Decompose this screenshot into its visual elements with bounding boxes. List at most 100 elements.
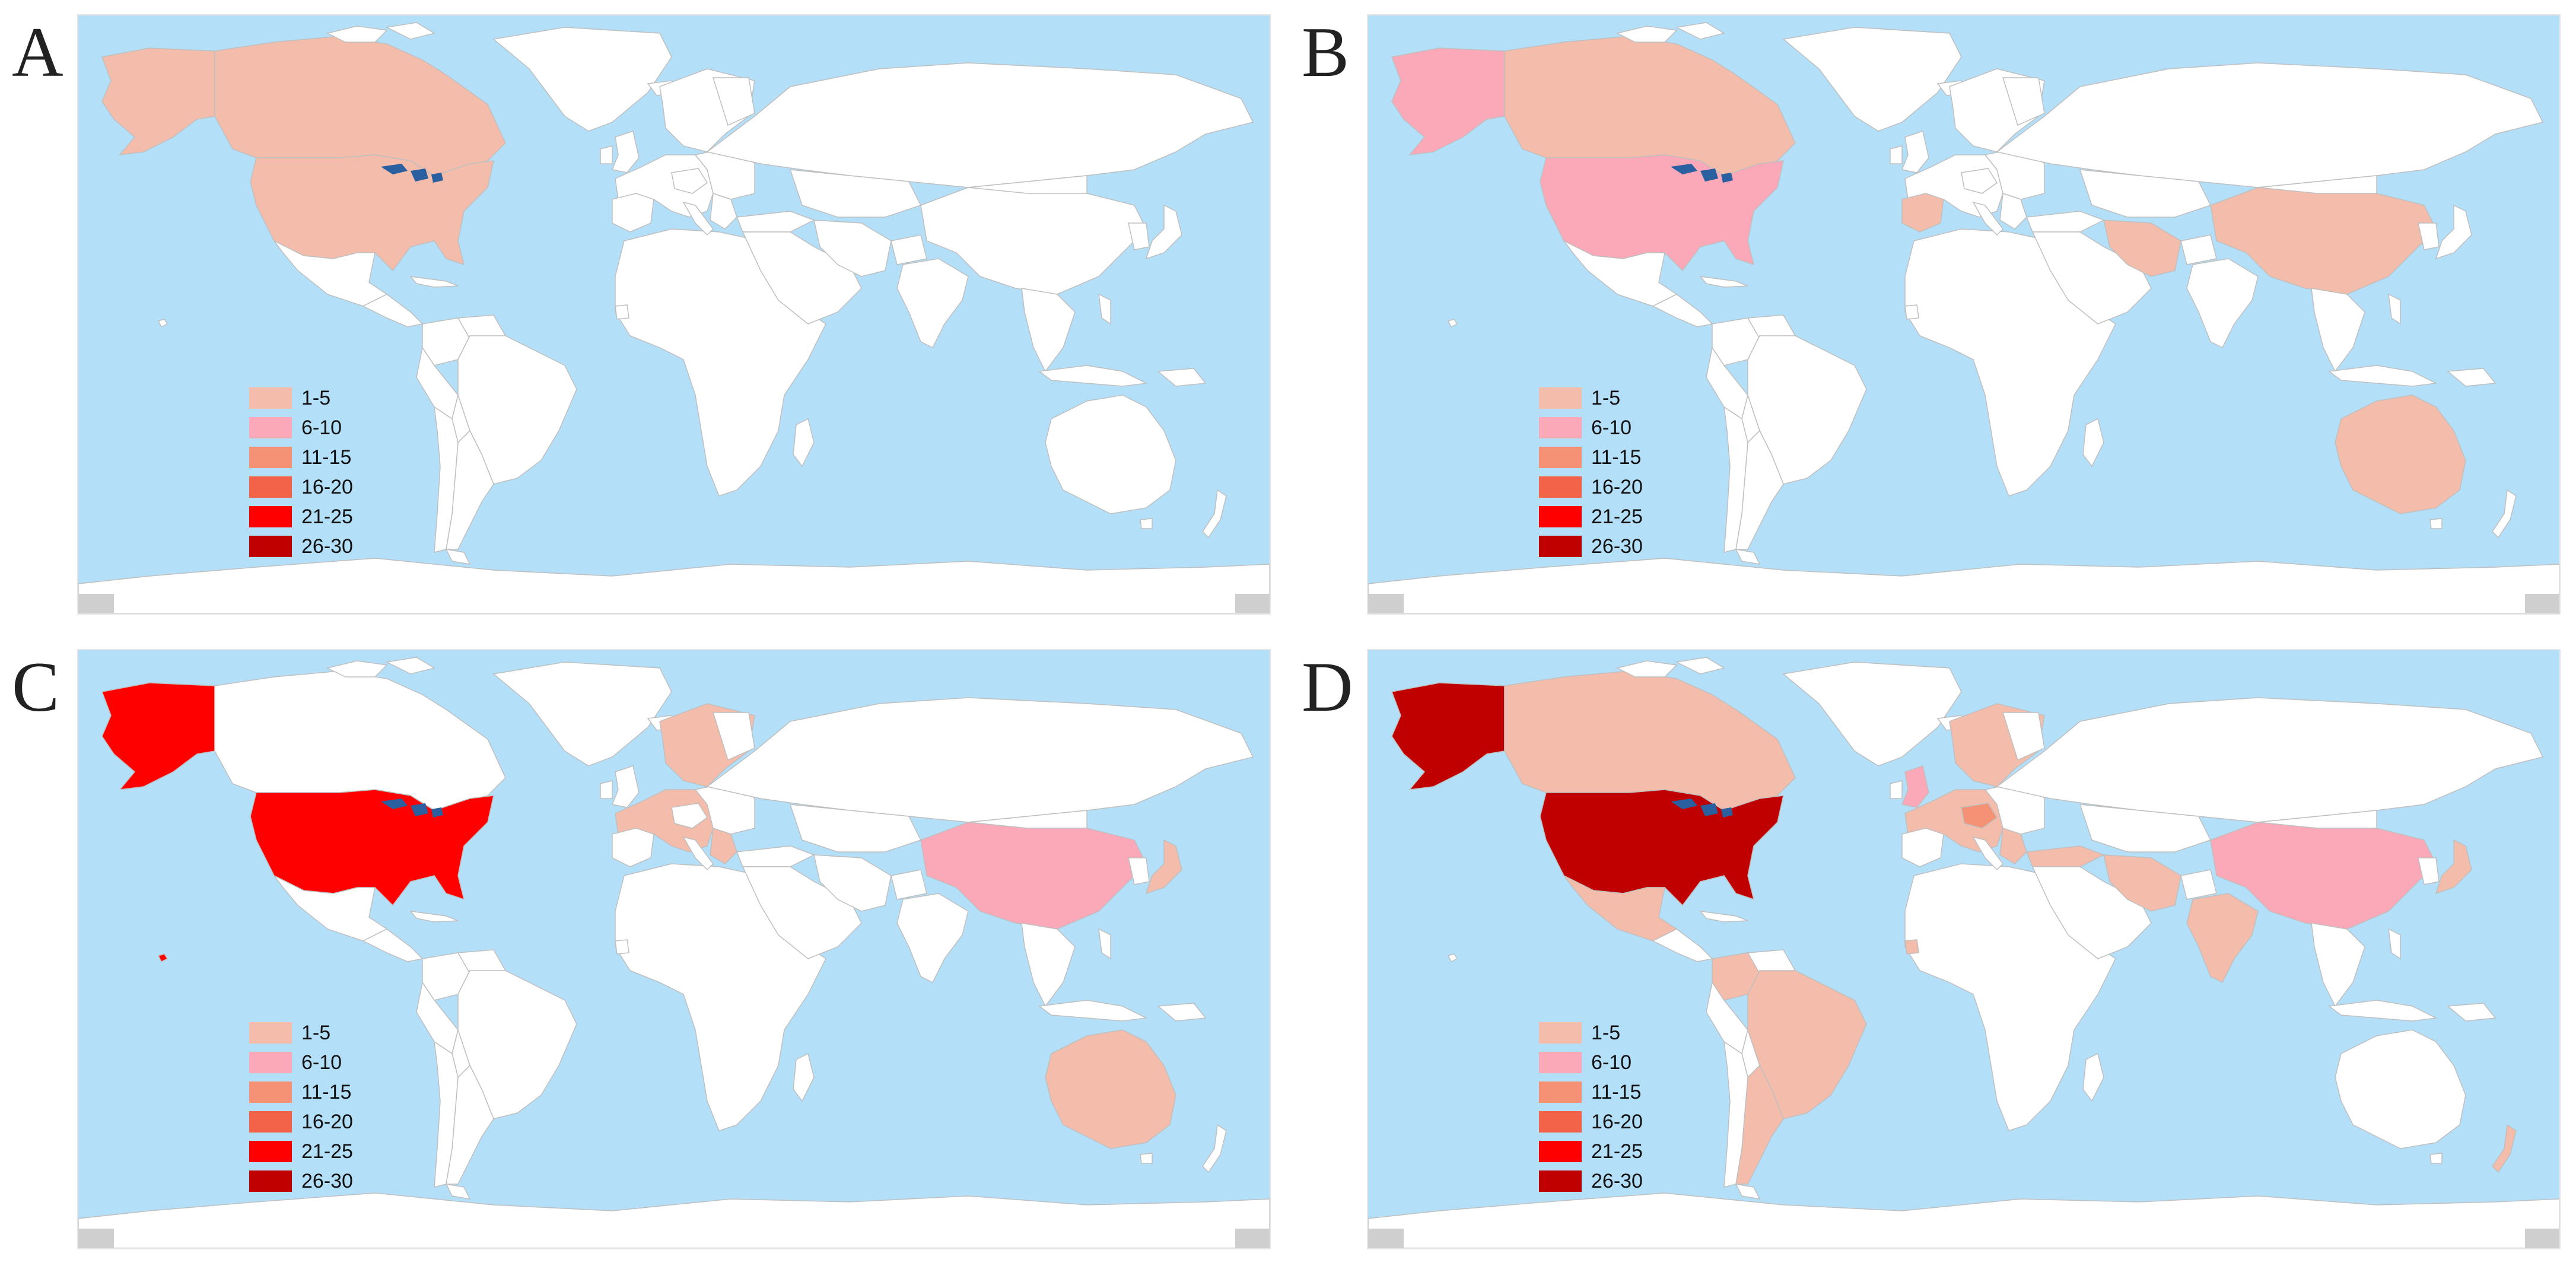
region-hawaii <box>1447 953 1458 963</box>
legend-label: 6-10 <box>1591 1051 1632 1074</box>
region-kazakhstan <box>2079 169 2212 218</box>
legend-label: 21-25 <box>301 1140 353 1163</box>
legend-swatch <box>1539 1081 1582 1103</box>
region-madagascar <box>2082 1052 2104 1102</box>
legend-label: 6-10 <box>301 416 342 439</box>
legend-swatch <box>249 476 292 498</box>
legend-item: 26-30 <box>1539 1166 1643 1196</box>
legend-item: 11-15 <box>249 1077 353 1107</box>
region-afghanistan <box>891 869 927 900</box>
region-greenland <box>492 661 672 766</box>
region-canada-isl <box>326 22 435 43</box>
legend-item: 1-5 <box>249 1018 353 1048</box>
region-madagascar <box>793 1052 815 1102</box>
legend-swatch <box>249 506 292 527</box>
legend-swatch <box>1539 447 1582 468</box>
legend-item: 11-15 <box>1539 443 1643 472</box>
region-mongolia <box>968 810 1087 829</box>
legend-item: 6-10 <box>1539 413 1643 443</box>
legend-swatch <box>249 1170 292 1192</box>
region-senegal <box>1904 304 1919 320</box>
region-australia <box>1045 1029 1176 1149</box>
region-canada-isl <box>1615 657 1725 677</box>
region-afghanistan <box>2180 234 2217 265</box>
legend-swatch <box>1539 1141 1582 1162</box>
region-senegal <box>615 304 629 320</box>
region-central-europe <box>1961 168 1998 194</box>
legend-item: 16-20 <box>1539 1107 1643 1137</box>
legend-label: 26-30 <box>301 535 353 558</box>
legend-label: 26-30 <box>1591 535 1643 558</box>
region-greenland <box>1782 661 1962 766</box>
region-middle-east <box>742 231 862 325</box>
region-korea <box>2418 857 2440 885</box>
region-hawaii <box>157 953 168 963</box>
legend-label: 1-5 <box>1591 1021 1621 1044</box>
region-finland <box>2002 712 2045 761</box>
region-balkans <box>710 827 737 864</box>
legend-swatch <box>249 447 292 468</box>
legend-item: 11-15 <box>249 443 353 472</box>
legend-label: 1-5 <box>301 386 331 409</box>
legend-b: 1-5 6-10 11-15 16-20 21-25 26-30 <box>1539 383 1643 561</box>
region-mexico <box>273 875 388 941</box>
legend-label: 1-5 <box>301 1021 331 1044</box>
region-hawaii <box>157 319 168 328</box>
region-uk <box>1901 131 1929 173</box>
legend-item: 16-20 <box>1539 472 1643 502</box>
legend-swatch <box>249 417 292 438</box>
legend-label: 16-20 <box>1591 475 1643 498</box>
region-korea <box>1128 222 1150 250</box>
panel-letter-d: D <box>1302 647 1353 726</box>
panel-letter-b: B <box>1302 12 1350 91</box>
region-india <box>2186 893 2259 984</box>
region-philippines <box>1098 293 1111 325</box>
region-turkey <box>2025 211 2105 233</box>
region-caribbean <box>1699 911 1748 923</box>
legend-item: 16-20 <box>249 1107 353 1137</box>
region-central-europe <box>671 803 708 829</box>
region-balkans <box>1999 827 2027 864</box>
region-se-asia <box>2311 288 2365 373</box>
legend-c: 1-5 6-10 11-15 16-20 21-25 26-30 <box>249 1018 353 1196</box>
region-india <box>896 893 969 984</box>
legend-swatch <box>249 1111 292 1133</box>
legend-item: 1-5 <box>1539 1018 1643 1048</box>
region-kazakhstan <box>2079 804 2212 853</box>
antarctica-edge-left <box>1368 1229 1404 1248</box>
region-se-asia <box>1021 288 1076 373</box>
region-italy <box>682 836 714 871</box>
legend-item: 21-25 <box>249 502 353 532</box>
region-antarctica <box>78 558 1270 613</box>
region-madagascar <box>2082 418 2104 467</box>
legend-label: 26-30 <box>1591 1169 1643 1192</box>
region-caribbean <box>1699 276 1748 288</box>
region-korea <box>1128 857 1150 885</box>
legend-swatch <box>249 1141 292 1162</box>
region-india <box>2186 258 2259 349</box>
region-middle-east <box>2031 866 2152 959</box>
region-antarctica <box>1368 558 2559 613</box>
region-afghanistan <box>2180 869 2217 900</box>
region-central-europe <box>671 168 708 194</box>
region-afghanistan <box>891 234 927 265</box>
legend-swatch <box>249 536 292 557</box>
legend-item: 16-20 <box>249 472 353 502</box>
antarctica-edge-right <box>1235 594 1270 613</box>
region-indonesia <box>1038 1000 1148 1022</box>
region-spain <box>612 193 654 233</box>
region-spain <box>1901 828 1944 867</box>
legend-item: 26-30 <box>249 532 353 561</box>
region-senegal <box>615 939 629 955</box>
region-se-asia <box>2311 923 2365 1007</box>
region-canada-isl <box>326 657 435 677</box>
region-ireland <box>600 145 613 164</box>
legend-d: 1-5 6-10 11-15 16-20 21-25 26-30 <box>1539 1018 1643 1196</box>
region-tasmania <box>1140 518 1153 529</box>
region-png <box>2447 368 2497 387</box>
region-finland <box>712 77 755 126</box>
region-italy <box>1972 836 2003 871</box>
region-png <box>1157 1003 1207 1022</box>
region-madagascar <box>793 418 815 467</box>
region-japan <box>1145 839 1182 895</box>
